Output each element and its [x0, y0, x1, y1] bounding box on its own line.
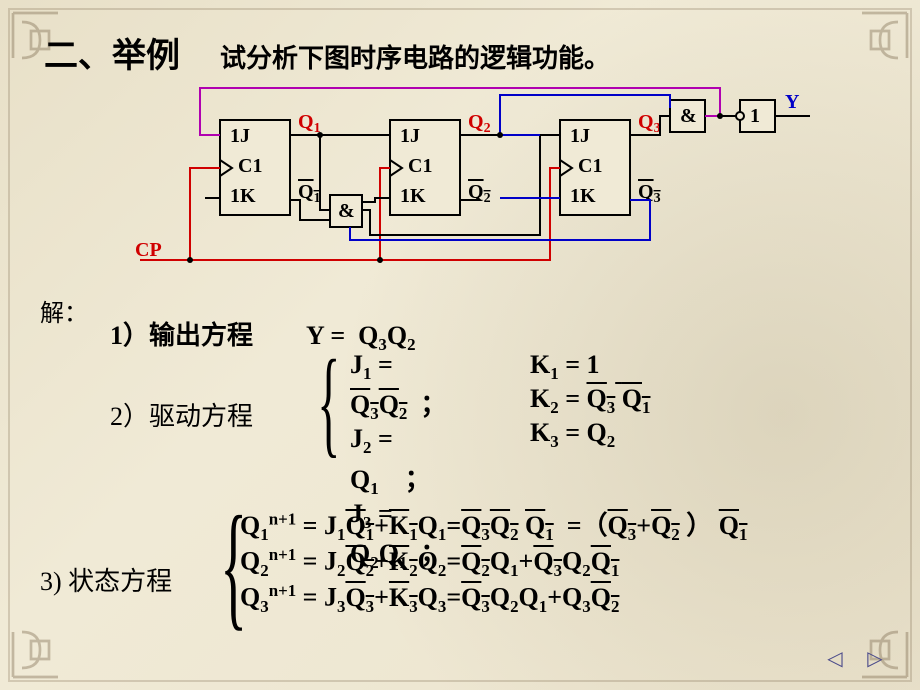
svg-text:Q3: Q3	[638, 111, 661, 136]
svg-text:Q2: Q2	[468, 111, 491, 136]
section-title: 二、举例	[44, 28, 180, 77]
title-row: 二、举例 试分析下图时序电路的逻辑功能。	[44, 28, 610, 77]
svg-text:Y: Y	[785, 91, 800, 113]
subtitle: 试分析下图时序电路的逻辑功能。	[220, 38, 610, 75]
brace-icon: {	[317, 372, 340, 432]
svg-text:&: &	[680, 105, 697, 127]
circuit-diagram: 1J C1 1K 1J C1 1K 1J C1 1K & & 1	[120, 80, 820, 280]
svg-text:Q1: Q1	[298, 181, 321, 206]
svg-text:1J: 1J	[570, 125, 590, 147]
svg-text:Q2: Q2	[468, 181, 491, 206]
s2-label: 2）驱动方程	[110, 396, 290, 433]
svg-text:Q1: Q1	[298, 111, 321, 136]
svg-text:1K: 1K	[230, 185, 256, 207]
svg-text:C1: C1	[238, 155, 262, 177]
s3-equations: Q1n+1 = J1Q1+K1Q1=Q3Q2 Q1 =（Q3+Q2 ） Q1 Q…	[240, 505, 747, 617]
svg-text:1K: 1K	[570, 185, 596, 207]
svg-text:&: &	[338, 200, 355, 222]
svg-text:1K: 1K	[400, 185, 426, 207]
solution-label: 解：	[40, 295, 88, 333]
svg-text:C1: C1	[578, 155, 602, 177]
svg-text:1J: 1J	[230, 125, 250, 147]
svg-text:1J: 1J	[400, 125, 420, 147]
svg-text:C1: C1	[408, 155, 432, 177]
s1-label: 1）输出方程	[110, 321, 253, 350]
s3-label: 3) 状态方程	[40, 561, 220, 598]
slide-content: 二、举例 试分析下图时序电路的逻辑功能。 1J C1 1K 1J C1 1K 1…	[0, 0, 920, 690]
s2-k-equations: K1 = 1 K2 = Q3 Q1 K3 = Q2	[530, 350, 650, 453]
next-button[interactable]: ▷	[860, 644, 890, 672]
svg-text:1: 1	[750, 105, 760, 127]
svg-text:CP: CP	[135, 239, 162, 261]
prev-button[interactable]: ◁	[820, 644, 850, 672]
nav-buttons: ◁ ▷	[820, 644, 890, 672]
